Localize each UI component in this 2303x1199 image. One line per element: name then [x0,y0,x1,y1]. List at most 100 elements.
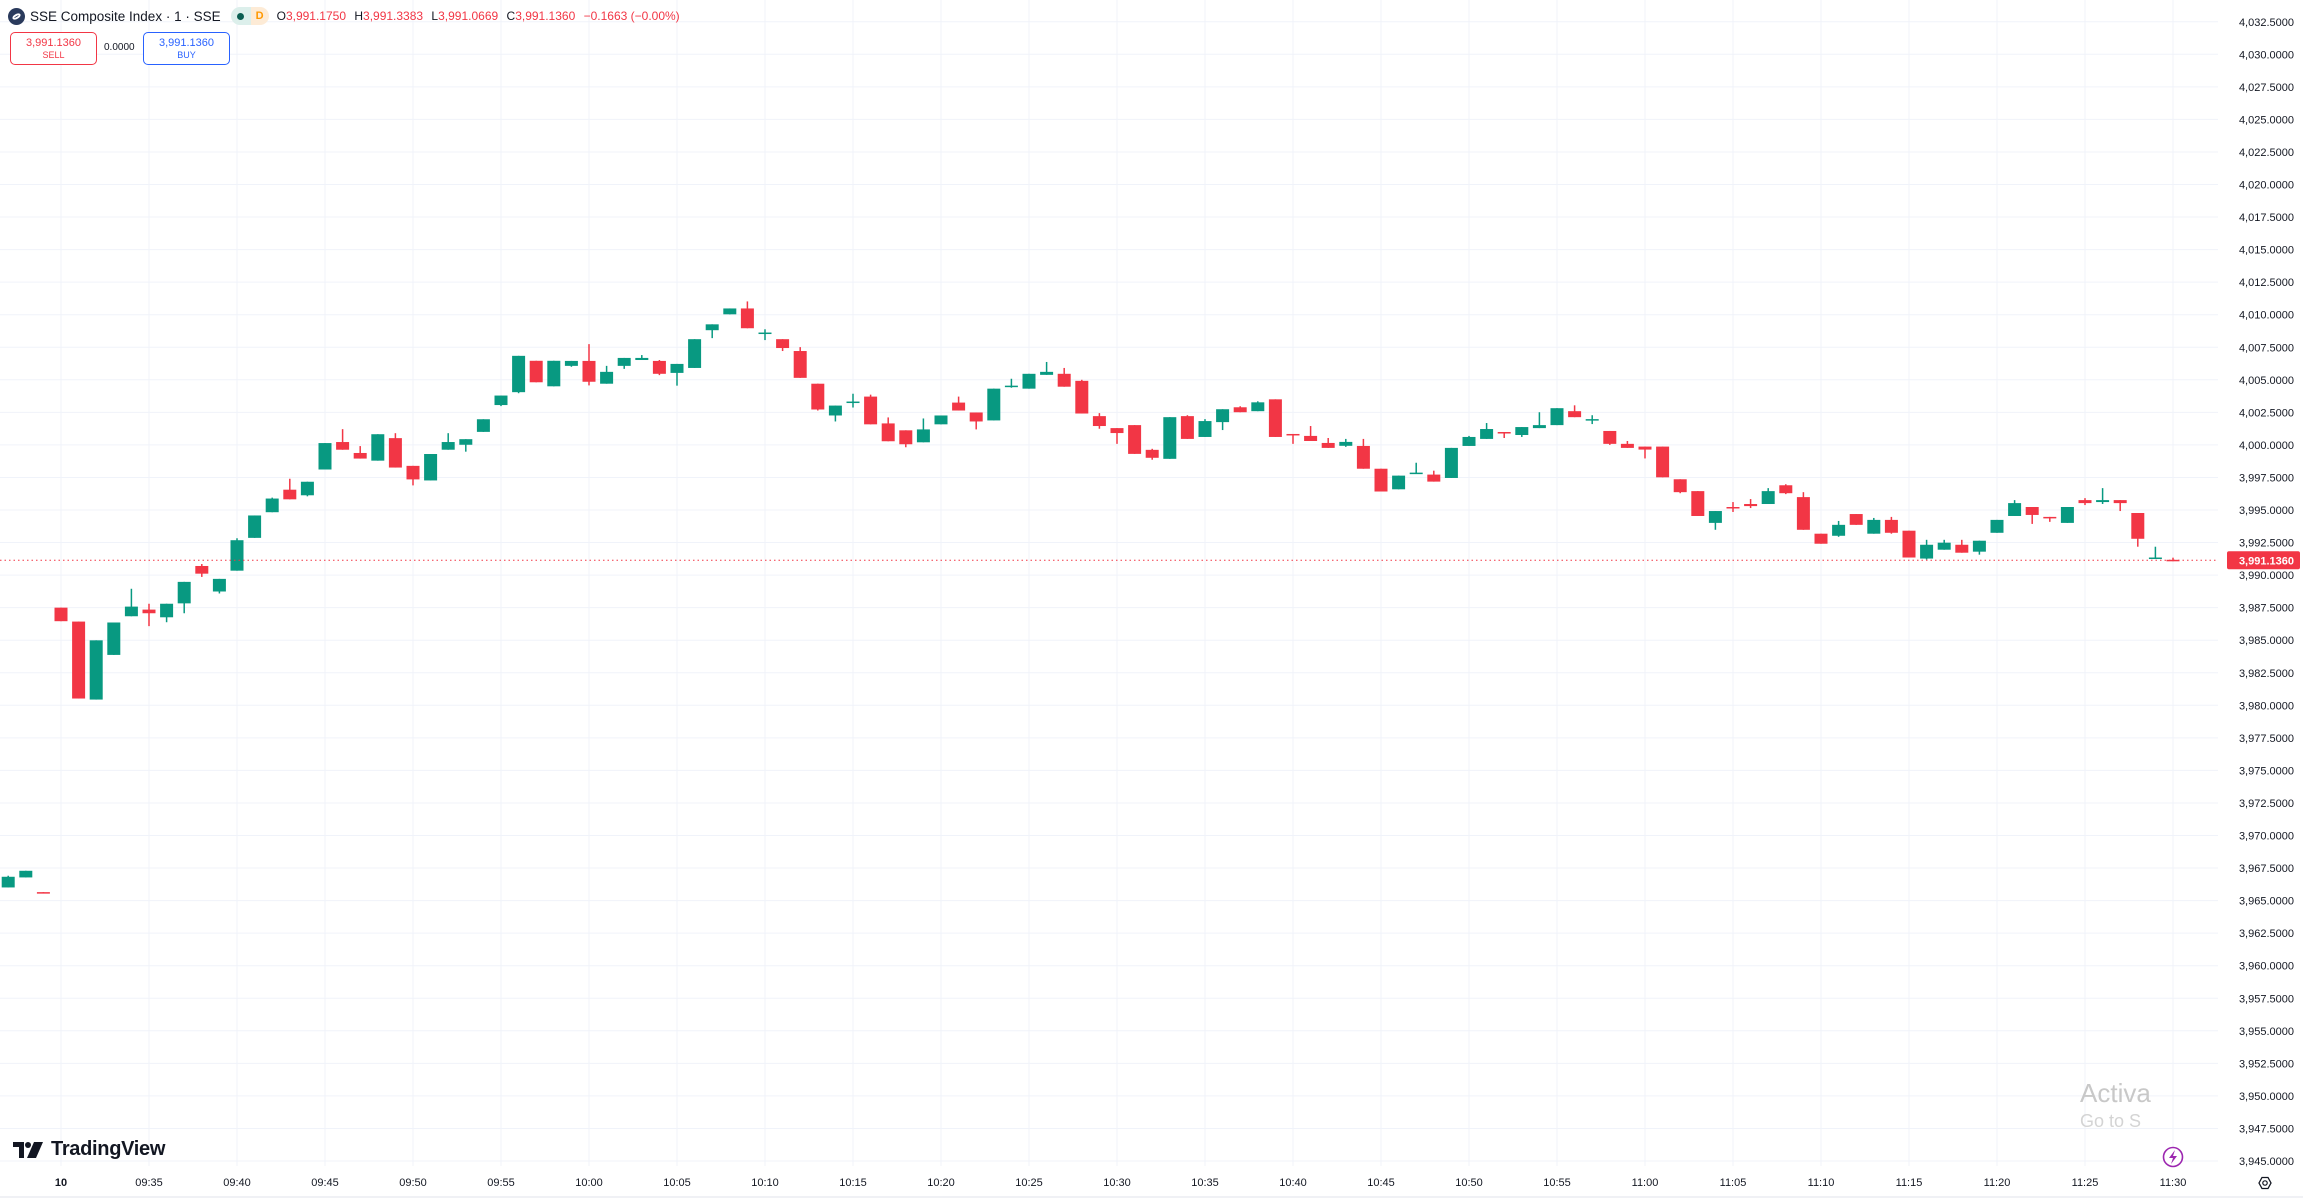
candle-down[interactable] [142,603,156,627]
candle-down[interactable] [1180,415,1194,439]
candle-up[interactable] [265,497,279,513]
candle-up[interactable] [846,393,860,408]
candle-down[interactable] [1075,379,1089,414]
candle-up[interactable] [828,405,842,422]
candle-down[interactable] [1603,430,1617,445]
candle-down[interactable] [2043,516,2057,522]
candle-up[interactable] [300,481,314,497]
candle-down[interactable] [2078,498,2092,506]
candle-up[interactable] [1251,401,1265,412]
candle-down[interactable] [1268,399,1282,437]
candle-down[interactable] [652,360,666,376]
candle-up[interactable] [107,622,121,655]
candle-down[interactable] [740,301,754,329]
candle-down[interactable] [1779,484,1793,495]
candle-up[interactable] [1832,520,1846,537]
candle-down[interactable] [336,429,350,450]
candle-up[interactable] [212,578,226,594]
candle-down[interactable] [1744,499,1758,509]
candle-up[interactable] [705,324,719,339]
candle-down[interactable] [811,383,825,411]
candle-up[interactable] [1216,409,1230,431]
candle-up[interactable] [2096,488,2110,505]
candle-up[interactable] [1515,427,1529,437]
candle-down[interactable] [1374,468,1388,492]
candle-down[interactable] [1691,491,1705,516]
symbol-title[interactable]: SSE Composite Index · 1 · SSE [30,8,221,24]
sell-button[interactable]: 3,991.1360 SELL [10,32,97,65]
candle-down[interactable] [1568,405,1582,418]
candle-up[interactable] [230,538,244,571]
candle-up[interactable] [1339,438,1353,447]
candle-down[interactable] [1656,446,1670,478]
candle-up[interactable] [177,581,191,614]
candle-up[interactable] [19,870,33,878]
candle-up[interactable] [688,339,702,368]
candle-up[interactable] [494,395,508,407]
candle-down[interactable] [1955,539,1969,553]
candle-down[interactable] [969,412,983,430]
candle-up[interactable] [160,603,174,623]
candle-down[interactable] [1092,413,1106,429]
candle-down[interactable] [2166,557,2180,562]
candle-down[interactable] [1128,425,1142,454]
candle-up[interactable] [2008,500,2022,516]
price-axis[interactable]: 4,032.5000 4,030.0000 4,027.5000 4,025.0000… [2239,17,2294,1168]
candle-up[interactable] [1198,419,1212,437]
candle-down[interactable] [881,417,895,442]
candle-up[interactable] [459,439,473,452]
candle-up[interactable] [2148,546,2162,560]
candle-down[interactable] [1726,502,1740,512]
candle-down[interactable] [1233,406,1247,413]
candle-down[interactable] [776,339,790,352]
candle-down[interactable] [1110,428,1124,444]
candle-down[interactable] [1304,426,1318,441]
candle-up[interactable] [1480,423,1494,439]
candle-up[interactable] [1040,361,1054,375]
candle-up[interactable] [1937,539,1951,550]
candle-up[interactable] [371,434,385,461]
candle-up[interactable] [1163,417,1177,459]
candle-down[interactable] [1673,479,1687,494]
candle-up[interactable] [1462,435,1476,446]
candle-up[interactable] [1972,540,1986,555]
tradingview-logo[interactable]: TradingView [13,1138,165,1161]
candle-down[interactable] [1286,433,1300,444]
candle-down[interactable] [1356,438,1370,469]
candle-down[interactable] [1638,446,1652,459]
candle-up[interactable] [1022,373,1036,389]
candle-down[interactable] [1884,516,1898,534]
candle-down[interactable] [793,347,807,378]
market-status-badge[interactable]: D [230,7,269,25]
candle-up[interactable] [547,360,561,387]
candle-down[interactable] [283,478,297,500]
candle-up[interactable] [89,640,103,700]
candle-down[interactable] [952,396,966,411]
candle-up[interactable] [635,355,649,361]
candle-down[interactable] [1849,514,1863,525]
candle-down[interactable] [529,360,543,383]
candle-up[interactable] [512,355,526,394]
candle-up[interactable] [1004,378,1018,388]
candle-down[interactable] [1321,437,1335,448]
candle-down[interactable] [1497,432,1511,438]
candle-down[interactable] [899,430,913,448]
candle-up[interactable] [1708,511,1722,530]
candle-up[interactable] [424,454,438,481]
candle-up[interactable] [1867,517,1881,534]
candle-down[interactable] [54,607,68,622]
candle-down[interactable] [353,446,367,459]
candle-up[interactable] [124,588,138,617]
candle-up[interactable] [723,308,737,315]
gear-icon[interactable] [2258,1176,2272,1190]
candle-up[interactable] [1585,415,1599,425]
candle-down[interactable] [1145,448,1159,460]
buy-button[interactable]: 3,991.1360 BUY [143,32,230,65]
candle-up[interactable] [1392,475,1406,490]
candle-up[interactable] [318,443,332,470]
candle-up[interactable] [1920,539,1934,560]
candle-up[interactable] [1444,447,1458,478]
candle-up[interactable] [564,360,578,367]
candle-down[interactable] [582,344,596,386]
